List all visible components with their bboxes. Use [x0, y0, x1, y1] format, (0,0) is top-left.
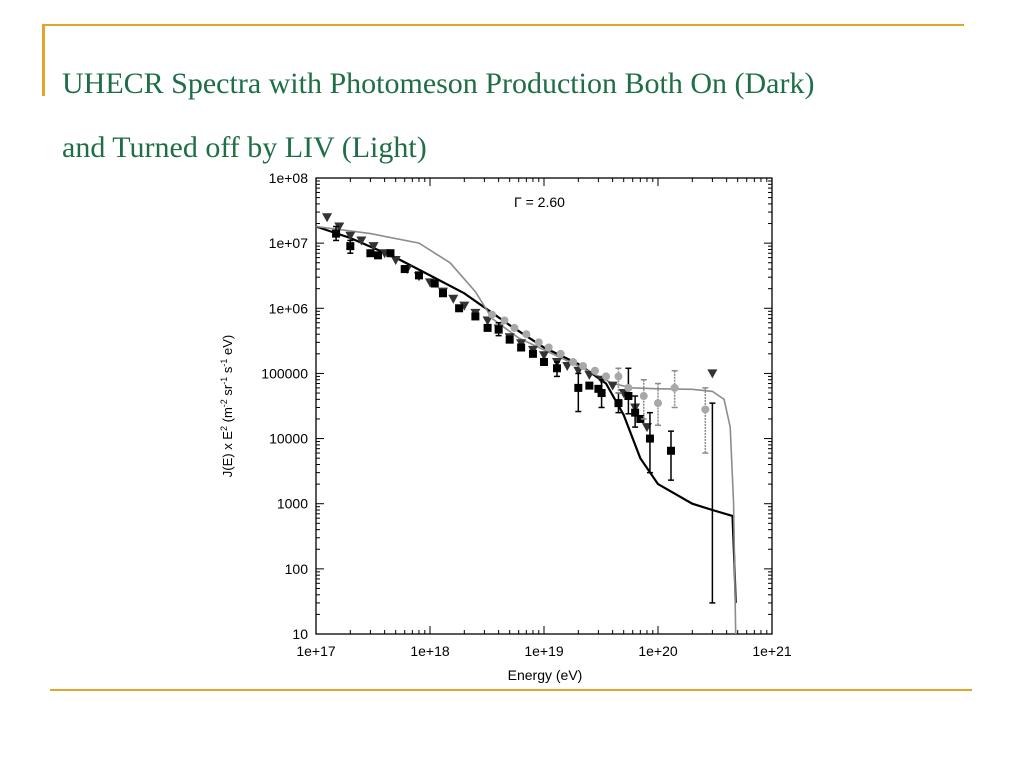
circle-marker — [500, 316, 509, 325]
square-marker — [666, 446, 675, 455]
y-tick-label: 10 — [292, 626, 308, 642]
slide-title-line-2: and Turned off by LIV (Light) — [62, 131, 427, 164]
triangle-marker — [345, 231, 356, 241]
triangle-marker — [448, 294, 459, 304]
square-marker — [528, 349, 537, 358]
square-marker — [552, 364, 561, 373]
x-tick-label: 1e+17 — [296, 643, 336, 659]
triangle-marker — [356, 236, 367, 246]
y-axis-label-sup-2: -2 — [219, 399, 229, 407]
y-tick-label: 100 — [285, 561, 309, 577]
left-accent-rule — [42, 24, 45, 96]
triangle-marker — [562, 362, 573, 372]
square-marker — [483, 323, 492, 332]
y-tick-label: 1e+06 — [269, 300, 309, 316]
y-tick-label: 10000 — [269, 431, 308, 447]
square-marker — [346, 242, 355, 251]
top-accent-rule — [42, 24, 964, 26]
triangle-marker — [390, 256, 401, 266]
square-marker — [624, 392, 633, 401]
circle-marker — [556, 349, 565, 358]
square-marker — [585, 381, 594, 390]
circle-marker — [701, 405, 710, 414]
y-tick-labels: 1e+08 1e+07 1e+06 100000 10000 1000 100 10 — [261, 170, 308, 642]
dark-model-curve — [315, 225, 737, 603]
y-tick-label: 1e+08 — [269, 170, 309, 186]
triangle-marker — [368, 242, 379, 252]
triangle-marker — [618, 389, 629, 399]
square-marker — [631, 408, 640, 417]
y-axis-label-part-2: (m — [220, 407, 235, 426]
circle-marker — [590, 366, 599, 375]
circle-marker — [522, 330, 531, 339]
circle-marker — [544, 343, 553, 352]
y-tick-label: 1000 — [277, 496, 308, 512]
square-marker — [414, 271, 423, 280]
square-marker — [430, 279, 439, 288]
x-tick-label: 1e+19 — [524, 643, 564, 659]
triangle-marker — [482, 316, 493, 326]
square-marker — [386, 249, 395, 258]
data-markers — [322, 213, 718, 604]
y-axis-label-sup-1: 2 — [219, 426, 229, 431]
triangle-marker — [322, 213, 333, 223]
circle-marker — [569, 357, 578, 366]
triangle-marker — [539, 351, 549, 361]
y-axis-label-sup-3: -1 — [219, 377, 229, 385]
triangle-marker — [334, 222, 345, 232]
axis-ticks — [315, 178, 772, 635]
x-tick-label: 1e+20 — [638, 643, 678, 659]
bottom-accent-rule — [50, 689, 972, 691]
model-curves — [315, 225, 737, 635]
square-marker — [517, 343, 526, 352]
y-tick-label: 100000 — [261, 365, 308, 381]
slide-title: UHECR Spectra with Photomeson Production… — [62, 52, 992, 180]
circle-marker — [670, 383, 679, 392]
y-axis-label-part-3: sr — [220, 384, 235, 399]
square-marker — [366, 249, 375, 258]
square-marker — [374, 251, 383, 260]
y-tick-label: 1e+07 — [269, 235, 309, 251]
square-marker — [438, 289, 447, 298]
square-marker — [400, 265, 409, 274]
y-axis-label-part-4: s — [220, 366, 235, 377]
circle-marker — [614, 372, 623, 381]
triangle-marker — [459, 301, 470, 311]
square-marker — [332, 229, 341, 238]
circle-marker — [534, 338, 543, 347]
triangle-marker — [707, 369, 718, 379]
square-marker — [594, 384, 603, 393]
square-marker — [540, 357, 548, 366]
gamma-annotation: Γ = 2.60 — [514, 194, 565, 210]
y-axis-label: J(E) x E2 (m-2 sr-1 s-1 eV) — [219, 335, 235, 478]
circle-marker — [488, 310, 497, 319]
circle-marker — [579, 362, 588, 371]
triangle-marker — [607, 381, 618, 391]
x-tick-label: 1e+21 — [752, 643, 792, 659]
circle-marker — [639, 392, 648, 401]
slide-title-line-1: UHECR Spectra with Photomeson Production… — [62, 67, 815, 100]
y-axis-label-part-5: eV) — [220, 335, 235, 359]
circle-marker — [602, 372, 611, 381]
x-axis-label: Energy (eV) — [508, 667, 583, 683]
square-marker — [494, 325, 503, 334]
circle-marker — [510, 323, 519, 332]
circle-marker — [654, 399, 662, 408]
square-marker — [645, 434, 654, 443]
square-marker — [636, 414, 645, 423]
square-marker — [471, 312, 480, 321]
circle-marker — [624, 383, 633, 392]
square-marker — [597, 389, 606, 398]
square-marker — [614, 399, 623, 408]
y-axis-label-part-1: J(E) x E — [220, 431, 235, 478]
square-marker — [574, 383, 583, 392]
light-model-curve — [315, 225, 737, 635]
x-tick-labels: 1e+17 1e+18 1e+19 1e+20 1e+21 — [296, 643, 792, 659]
y-axis-label-sup-4: -1 — [219, 359, 229, 367]
square-marker — [505, 335, 514, 344]
x-tick-label: 1e+18 — [410, 643, 450, 659]
square-marker — [455, 304, 464, 313]
